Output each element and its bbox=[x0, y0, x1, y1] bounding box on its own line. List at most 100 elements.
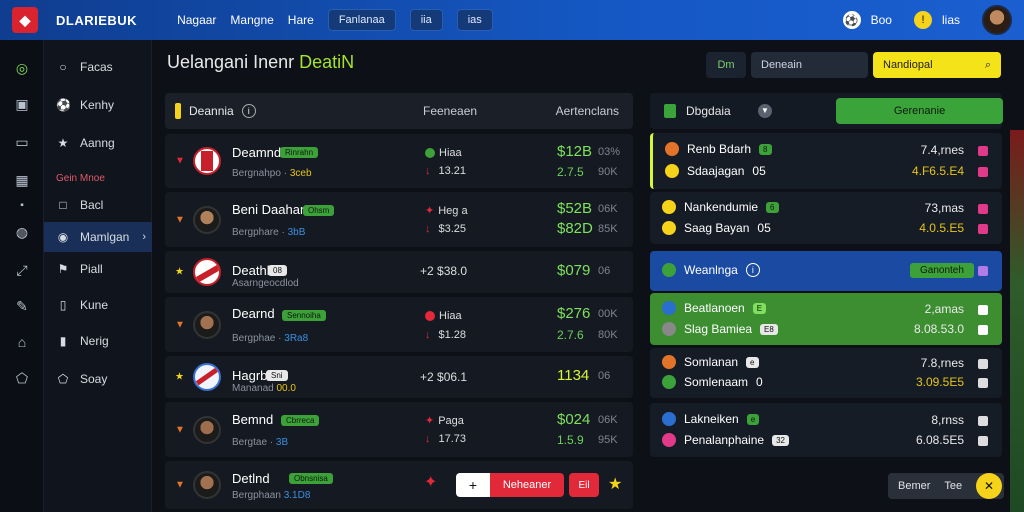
checkbox[interactable] bbox=[978, 359, 988, 369]
sidebar-item-soay[interactable]: ⬠ Soay bbox=[44, 364, 152, 394]
header-col-3[interactable]: Aertenclans bbox=[555, 104, 619, 118]
nav-pill-2[interactable]: iia bbox=[409, 9, 443, 31]
sidebar-item-nerig[interactable]: ▮ Nerig bbox=[44, 326, 152, 356]
secondary-action-button[interactable]: Eil bbox=[569, 473, 599, 497]
bottom-right-control[interactable]: Bemer Tee ✕ bbox=[888, 473, 1004, 499]
list-item-selected[interactable]: Beatlanoen E Slag Bamiea E8 2,amas 8.08.53… bbox=[650, 293, 1002, 345]
sidebar-item-facas[interactable]: ○ Facas bbox=[44, 52, 152, 82]
home-icon[interactable]: ⌂ bbox=[17, 334, 27, 350]
nav-pill-1[interactable]: Fanlanaa bbox=[327, 9, 396, 31]
row-sub-label: Bergnahpo · bbox=[232, 168, 288, 179]
sidebar-item-mamlgan[interactable]: ◉ Mamlgan › bbox=[44, 222, 152, 252]
avatar[interactable] bbox=[982, 5, 1012, 35]
header-col-2[interactable]: Feeneaen bbox=[423, 104, 478, 118]
image-icon[interactable]: ▣ bbox=[15, 96, 29, 112]
checkbox[interactable] bbox=[978, 416, 988, 426]
list-item[interactable]: Somlanan e Somlenaam 0 7.8,rnes 3.09.5E5 bbox=[650, 348, 1002, 398]
bird-icon[interactable]: ✦ bbox=[424, 474, 438, 491]
table-row[interactable]: ★ Deathl 08 Asarngeocdlod +2 $38.0 $079 … bbox=[165, 251, 633, 293]
list-line-text: Sdaajagan bbox=[687, 164, 745, 178]
list-value: 7.8,rnes bbox=[920, 356, 964, 370]
row-small-value: 1.5.9 bbox=[557, 433, 584, 447]
list-value-2: 4.0.5.E5 bbox=[919, 221, 964, 235]
header-col-1[interactable]: Deannia bbox=[189, 104, 234, 118]
top-right-label-2[interactable]: lias bbox=[941, 13, 960, 27]
yellow-search-button[interactable]: Nandiopal ⌕ bbox=[873, 52, 1001, 78]
sidebar-item-label: Piall bbox=[80, 262, 103, 276]
checkbox[interactable] bbox=[978, 436, 988, 446]
pencil-icon[interactable]: ✎ bbox=[16, 298, 28, 314]
row-sub: Bergtae · 3B bbox=[232, 437, 288, 448]
table-row[interactable]: ▼ Bemnd Cbrreca Bergtae · 3B ✦ Paga ↓ 17.7… bbox=[165, 402, 633, 457]
row-big-pct: 06K bbox=[598, 203, 618, 215]
checkbox[interactable] bbox=[978, 378, 988, 388]
sidebar-item-aanng[interactable]: ★ Aanng bbox=[44, 128, 152, 158]
row-sub: Mananad 00.0 bbox=[232, 383, 296, 394]
search-input[interactable]: Deneain bbox=[751, 52, 868, 78]
right-panel-button[interactable]: Gerenanie bbox=[836, 98, 1003, 124]
star-icon[interactable]: ★ bbox=[608, 476, 623, 493]
chevron-down-icon[interactable]: ▼ bbox=[758, 104, 772, 118]
nav-link-3[interactable]: Hare bbox=[287, 13, 314, 27]
team-icon bbox=[662, 355, 676, 369]
small-toolbar-button[interactable]: Dm bbox=[706, 52, 746, 78]
action-button[interactable]: Neheaner bbox=[490, 473, 564, 497]
sidebar-item-kune[interactable]: ▯ Kune bbox=[44, 290, 152, 320]
close-icon[interactable]: ✕ bbox=[976, 473, 1002, 499]
status-square[interactable] bbox=[978, 204, 988, 214]
list-item[interactable]: Renb Bdarh 8 Sdaajagan 05 7.4,rnes 4.F6.5.… bbox=[650, 133, 1002, 189]
status-square[interactable] bbox=[978, 146, 988, 156]
dot-icon[interactable]: ▪ bbox=[20, 200, 24, 211]
list-line: Penalanphaine 32 bbox=[662, 433, 789, 447]
sidebar-item-kenhy[interactable]: ⚽ Kenhy bbox=[44, 90, 152, 120]
sidebar-item-piall[interactable]: ⚑ Piall bbox=[44, 254, 152, 284]
app-logo[interactable]: ◆ bbox=[12, 7, 38, 33]
nav-pill-3[interactable]: ias bbox=[456, 9, 493, 31]
page-title: Uelangani Inenr DeatiN bbox=[167, 52, 354, 73]
table-row[interactable]: ★ Hagrb Sni Mananad 00.0 +2 $06.1 1134 0… bbox=[165, 356, 633, 398]
table-row[interactable]: ▼ Deamnd Rinrahn Bergnahpo · 3ceb Hiaa ↓… bbox=[165, 134, 633, 188]
list-line: Slag Bamiea E8 bbox=[662, 322, 778, 336]
checkbox[interactable] bbox=[978, 325, 988, 335]
row-big-value: $024 bbox=[557, 411, 591, 428]
row-small-pct: 85K bbox=[598, 223, 618, 235]
top-right-label-1[interactable]: Boo bbox=[870, 13, 892, 27]
grid-icon[interactable]: ▦ bbox=[15, 172, 29, 188]
brand-name: DLARIEBUK bbox=[56, 12, 138, 28]
info-icon[interactable]: i bbox=[745, 263, 760, 277]
list-item[interactable]: Lakneiken e Penalanphaine 32 8,rnss 6.08.5… bbox=[650, 403, 1002, 457]
control-label-1[interactable]: Bemer bbox=[898, 480, 931, 492]
control-label-2[interactable]: Tee bbox=[944, 480, 963, 492]
list-line: Renb Bdarh 8 bbox=[665, 142, 772, 156]
star-icon: ★ bbox=[175, 371, 184, 383]
plus-icon: + bbox=[468, 477, 478, 493]
sidebar-item-bacl[interactable]: □ Bacl bbox=[44, 190, 152, 220]
expand-icon[interactable]: ⤢ bbox=[16, 262, 28, 278]
row-big-value: $079 bbox=[557, 262, 591, 279]
team-logo bbox=[193, 258, 221, 286]
nav-link-1[interactable]: Nagaar bbox=[177, 13, 217, 27]
group-button[interactable]: Ganonteh bbox=[910, 263, 974, 278]
globe-icon[interactable]: ◍ bbox=[15, 224, 29, 240]
list-item[interactable]: Nankendumie 6 Saag Bayan 05 73,mas 4.0.5.E… bbox=[650, 192, 1002, 244]
plus-button[interactable]: + bbox=[456, 473, 490, 497]
compass-icon[interactable]: ◎ bbox=[15, 60, 29, 76]
table-row[interactable]: ▼ Beni Daahan Ohsm Bergphare · 3bB ✦ Heg … bbox=[165, 192, 633, 247]
ball-icon[interactable]: ⚽ bbox=[842, 11, 861, 29]
table-row[interactable]: ▼ Dearnd Sennoiha Bergphae · 3Ra8 Hiaa ↓… bbox=[165, 297, 633, 352]
nav-link-2[interactable]: Mangne bbox=[230, 13, 274, 27]
info-icon[interactable]: i bbox=[241, 104, 256, 118]
status-square[interactable] bbox=[978, 224, 988, 234]
checkbox[interactable] bbox=[978, 305, 988, 315]
row-mid-bottom-text: $3.25 bbox=[438, 223, 467, 235]
status-square[interactable] bbox=[978, 167, 988, 177]
notification-icon[interactable]: ! bbox=[913, 11, 932, 29]
down-arrow-icon: ▼ bbox=[175, 214, 185, 225]
list-tag: E8 bbox=[760, 323, 778, 335]
row-mid-top-text: Paga bbox=[438, 415, 464, 427]
team-icon bbox=[662, 375, 676, 389]
window-icon[interactable]: ▭ bbox=[15, 134, 29, 150]
status-square[interactable] bbox=[978, 266, 988, 276]
list-item-highlighted[interactable]: Weanlnga i Ganonteh bbox=[650, 251, 1002, 291]
shield-icon[interactable]: ⬠ bbox=[15, 370, 29, 386]
